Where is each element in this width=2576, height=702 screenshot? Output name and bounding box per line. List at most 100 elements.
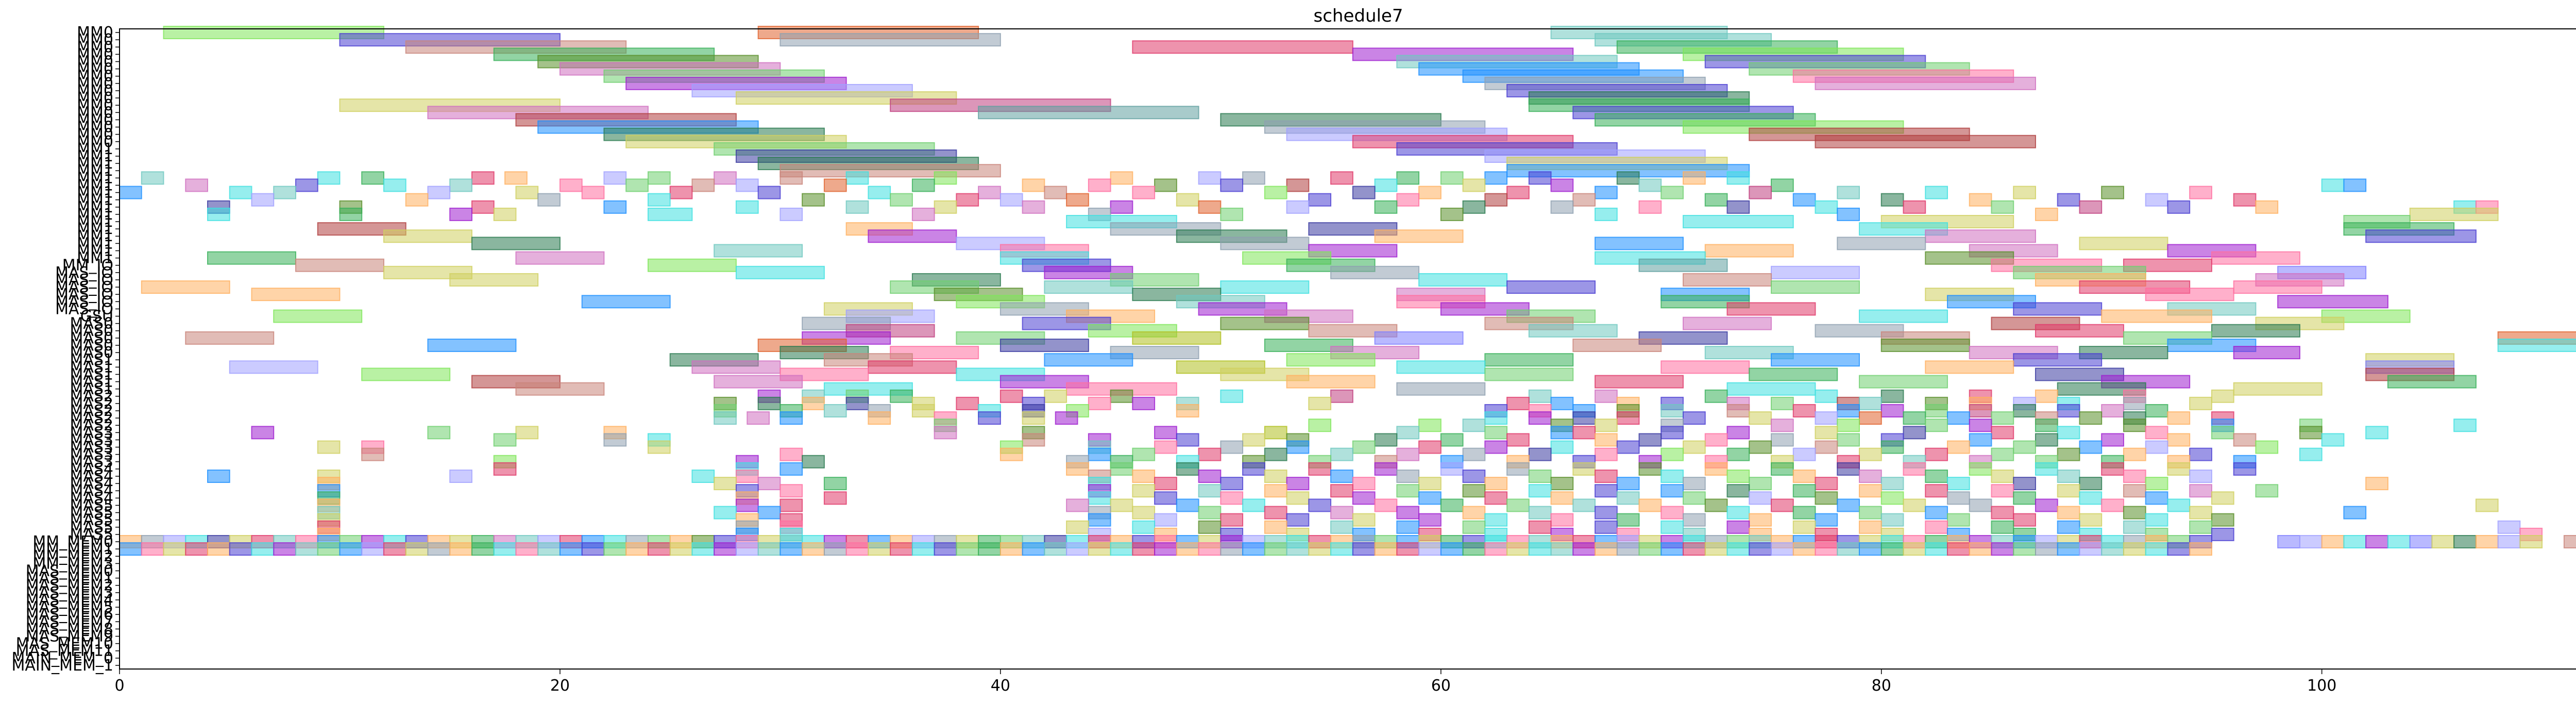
task-bar	[1903, 498, 1926, 512]
task-bar	[802, 193, 825, 207]
task-bar	[1352, 513, 1376, 527]
task-bar	[1815, 200, 1838, 214]
task-bar	[647, 193, 671, 207]
y-tick-label: MAS5	[70, 496, 113, 514]
y-tick-label: MAS0	[70, 315, 113, 333]
task-bar	[1726, 484, 1750, 498]
task-bar	[1771, 419, 1794, 432]
task-bar	[1858, 520, 1882, 534]
task-bar	[956, 542, 979, 556]
task-bar	[735, 200, 759, 214]
task-bar	[2189, 469, 2212, 483]
y-tick-label: MM0	[77, 53, 113, 71]
task-bar	[1880, 389, 1904, 403]
task-bar	[427, 426, 451, 440]
task-bar	[2387, 375, 2477, 389]
x-tick-label: 100	[2307, 677, 2336, 695]
task-bar	[537, 193, 561, 207]
task-bar	[2453, 419, 2477, 432]
task-bar	[1374, 542, 1398, 556]
task-bar	[1462, 447, 1486, 461]
task-bar	[2299, 426, 2323, 440]
task-bar	[1991, 520, 2014, 534]
y-tick-label: MAS_MEM0	[26, 562, 113, 580]
task-bar	[714, 411, 737, 425]
task-bar	[1550, 513, 1574, 527]
task-bar	[2233, 462, 2257, 476]
task-bar	[1264, 506, 1287, 520]
y-tick-label: MAS3	[70, 446, 113, 464]
task-bar	[229, 542, 252, 556]
task-bar	[493, 207, 517, 221]
task-bar	[1946, 477, 1970, 491]
task-bar	[2497, 338, 2576, 352]
task-bar	[449, 207, 472, 221]
task-bar	[515, 186, 539, 199]
task-bar	[1595, 207, 1618, 221]
y-tick-label: MAS0	[70, 337, 113, 355]
task-bar	[1484, 353, 1574, 367]
task-bar	[1198, 171, 1222, 185]
task-bar	[119, 186, 142, 199]
task-bar	[2057, 193, 2080, 207]
task-bar	[779, 33, 1001, 47]
task-bar	[2013, 302, 2103, 316]
task-bar	[1595, 520, 1618, 534]
task-bar	[1396, 469, 1420, 483]
task-bar	[978, 186, 1001, 199]
task-bar	[471, 237, 561, 250]
task-bar	[1374, 331, 1464, 345]
task-bar	[1396, 360, 1486, 374]
task-bar	[1771, 265, 1860, 279]
task-bar	[2387, 535, 2411, 549]
task-bar	[295, 258, 384, 272]
task-bar	[1550, 491, 1574, 505]
task-bar	[868, 229, 957, 243]
y-tick-label: MAS5	[70, 504, 113, 522]
task-bar	[339, 207, 363, 221]
task-bar	[603, 433, 627, 447]
task-bar	[2035, 207, 2058, 221]
task-bar	[714, 542, 737, 556]
task-bar	[2145, 542, 2168, 556]
task-bar	[1815, 477, 1838, 491]
task-bar	[714, 477, 737, 491]
y-tick-label: MM_MEM3	[32, 555, 113, 573]
task-bar	[1198, 506, 1222, 520]
y-tick-label: MAS5	[70, 519, 113, 537]
task-bar	[757, 477, 781, 491]
task-bar	[2057, 506, 2080, 520]
task-bar	[1528, 389, 1552, 403]
task-bar	[1792, 193, 1816, 207]
task-bar	[890, 542, 913, 556]
task-bar	[1771, 353, 1860, 367]
task-bar	[890, 193, 913, 207]
task-bar	[1220, 477, 1244, 491]
task-bar	[1308, 498, 1332, 512]
task-bar	[714, 171, 737, 185]
task-bar	[1286, 513, 1310, 527]
task-bar	[1925, 447, 1948, 461]
task-bar	[1726, 382, 1816, 396]
task-bar	[141, 280, 230, 294]
task-bar	[2167, 498, 2191, 512]
task-bar	[1418, 273, 1508, 287]
task-bar	[1132, 484, 1156, 498]
x-axis-ticks: 0 20 40 60 80 100	[114, 669, 2336, 695]
task-bar	[1198, 484, 1222, 498]
task-bar	[1595, 484, 1618, 498]
task-bar	[581, 542, 605, 556]
task-bar	[1396, 520, 1420, 534]
bars-layer	[119, 26, 2576, 556]
task-bar	[1858, 447, 1882, 461]
task-bar	[1749, 513, 1772, 527]
task-bar	[1991, 447, 2014, 461]
task-bar	[515, 542, 539, 556]
task-bar	[1396, 426, 1420, 440]
task-bar	[2233, 382, 2323, 396]
task-bar	[1308, 462, 1332, 476]
task-bar	[714, 244, 803, 258]
task-bar	[1132, 542, 1156, 556]
task-bar	[1396, 382, 1486, 396]
task-bar	[2299, 447, 2323, 461]
